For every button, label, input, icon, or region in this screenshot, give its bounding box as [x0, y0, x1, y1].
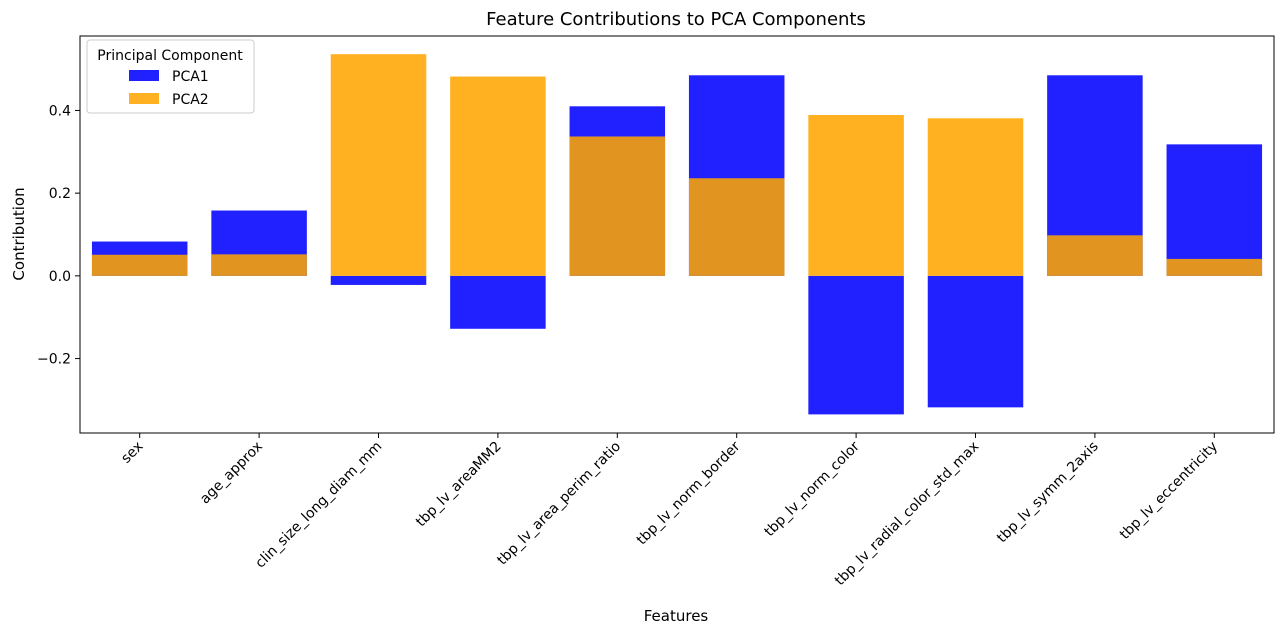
- bar-pca1-8: [927, 275, 1024, 408]
- legend-title: Principal Component: [97, 48, 243, 64]
- bar-pca2-8: [927, 118, 1024, 276]
- y-axis-title: Contribution: [10, 187, 28, 280]
- legend-label-pca1: PCA1: [172, 69, 209, 85]
- bar-pca2-4: [450, 76, 546, 276]
- bar-pca2-2: [211, 254, 307, 276]
- bar-pca2-9: [1047, 235, 1143, 276]
- legend-box: [86, 39, 255, 114]
- bar-pca2-6: [688, 178, 785, 276]
- legend: Principal Component PCA1 PCA2: [86, 39, 255, 114]
- bar-pca2-1: [91, 254, 188, 276]
- y-tick-label: 0.0: [49, 269, 71, 285]
- legend-label-pca2: PCA2: [172, 92, 209, 108]
- bar-pca2-5: [569, 136, 666, 276]
- y-tick-label: 0.2: [49, 186, 71, 202]
- x-axis-title: Features: [644, 607, 709, 625]
- plot-frame: [79, 35, 1275, 434]
- y-tick-label: −0.2: [37, 352, 71, 368]
- bar-pca2-10: [1166, 258, 1263, 276]
- bar-pca2-7: [808, 114, 904, 276]
- bar-pca1-10: [1166, 144, 1263, 276]
- bar-pca2-3: [330, 54, 427, 276]
- bar-pca1-7: [808, 275, 904, 415]
- chart-title: Feature Contributions to PCA Components: [486, 9, 866, 30]
- y-tick-label: 0.4: [49, 103, 71, 119]
- bar-pca1-4: [450, 275, 546, 329]
- bar-pca1-3: [330, 275, 427, 285]
- legend-swatch-pca2: [129, 93, 159, 104]
- legend-swatch-pca1: [129, 70, 159, 81]
